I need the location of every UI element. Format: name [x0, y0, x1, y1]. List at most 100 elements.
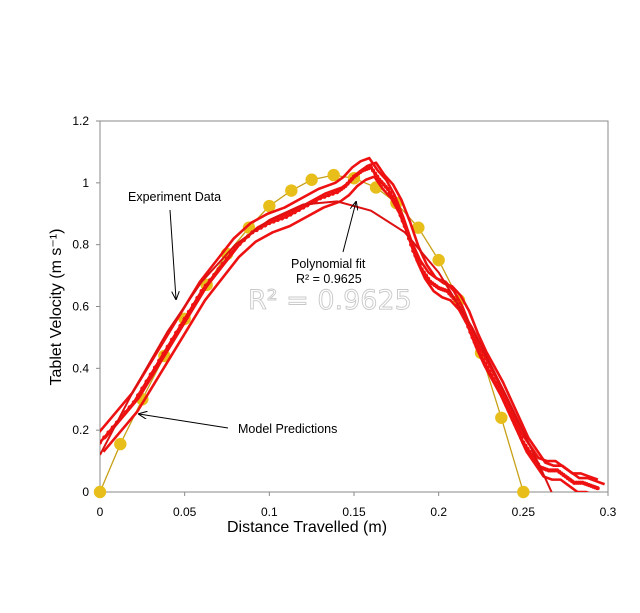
x-tick-label: 0 — [97, 505, 104, 519]
experiment-data-point — [409, 242, 414, 247]
experiment-data-point — [491, 377, 496, 382]
y-tick-label: 1 — [82, 176, 89, 190]
experiment-data-point — [301, 205, 306, 210]
experiment-data-point — [423, 273, 429, 278]
model-prediction-point — [263, 199, 276, 213]
experiment-data-point — [131, 400, 136, 405]
experiment-data-point — [216, 267, 221, 272]
experiment-data-point — [525, 446, 530, 451]
experiment-data-point — [169, 337, 175, 342]
experiment-data-point — [271, 219, 276, 224]
experiment-data-point — [519, 435, 524, 440]
experiment-data-point — [402, 224, 407, 229]
experiment-data-point — [288, 212, 293, 217]
polynomial-fit-r-squared: R² = 0.9625 — [296, 272, 362, 286]
experiment-data-point — [203, 283, 208, 288]
experiment-data-point — [279, 216, 285, 221]
model-prediction-point — [517, 485, 530, 499]
experiment-data-point — [425, 276, 431, 281]
experiment-data-line — [100, 156, 599, 481]
experiment-data-point — [191, 302, 196, 308]
experiment-data-point — [521, 440, 526, 445]
experiment-data-point — [497, 389, 503, 394]
experiment-data-point — [400, 218, 405, 223]
experiment-data-point — [207, 278, 213, 283]
x-axis-title: Distance Travelled (m) — [227, 519, 387, 536]
experiment-data-point — [195, 295, 200, 301]
experiment-data-point — [368, 165, 374, 170]
x-tick-label: 0.05 — [173, 505, 197, 519]
experiment-data-point — [495, 384, 501, 389]
experiment-data-point — [102, 435, 107, 440]
model-prediction-point — [285, 184, 298, 197]
experiment-data-point — [517, 431, 522, 436]
model-predictions-arrow — [139, 414, 229, 429]
experiment-data-point — [326, 193, 331, 198]
experiment-data-point — [157, 358, 162, 363]
x-axis-ticks: 0 0.05 0.1 0.15 0.2 0.25 0.3 — [97, 492, 617, 519]
experiment-data-point — [144, 379, 149, 384]
polynomial-fit-group — [100, 200, 553, 492]
experiment-data-point — [229, 251, 234, 256]
experiment-data-point — [504, 403, 509, 408]
model-prediction-point — [495, 411, 508, 424]
polynomial-fit-annotation: Polynomial fit — [291, 257, 366, 271]
experiment-data-point — [161, 351, 166, 356]
experiment-data-point — [398, 213, 403, 218]
experiment-data-point — [413, 253, 418, 258]
experiment-data-point — [199, 288, 204, 294]
model-prediction-point — [327, 168, 340, 182]
x-tick-label: 0.15 — [342, 505, 366, 519]
r-squared-ghost-label: R² = 0.9625 — [248, 285, 412, 316]
experiment-data-point — [514, 426, 520, 431]
experiment-data-point — [527, 449, 532, 454]
experiment-data-point — [481, 357, 486, 362]
experiment-data-point — [419, 267, 424, 272]
experiment-data-point — [152, 365, 158, 370]
experiment-data-point — [415, 258, 420, 263]
y-tick-label: 0.4 — [72, 361, 89, 375]
experiment-data-point — [224, 256, 230, 261]
experiment-data-point — [411, 248, 416, 253]
model-prediction-point — [412, 221, 425, 234]
experiment-data-point — [506, 407, 511, 413]
experiment-data-point — [284, 214, 289, 219]
experiment-data-point — [100, 440, 103, 445]
polynomial-fit-arrow — [342, 202, 356, 253]
experiment-data-point — [390, 194, 395, 199]
experiment-data-point — [508, 412, 513, 417]
experiment-data-point — [373, 171, 378, 176]
experiment-data-point — [394, 202, 399, 207]
model-predictions-annotation: Model Predictions — [238, 422, 337, 436]
experiment-data-point — [322, 194, 327, 199]
model-prediction-point — [93, 485, 107, 499]
y-tick-label: 1.2 — [72, 114, 89, 128]
model-prediction-point — [432, 253, 445, 267]
experiment-data-point — [392, 198, 397, 203]
experiment-data-point — [487, 369, 492, 374]
experiment-data-point — [483, 361, 488, 366]
experiment-data-point — [502, 398, 507, 403]
experiment-data-point — [510, 417, 515, 422]
experiment-data-point — [468, 329, 473, 335]
experiment-data-point — [292, 210, 297, 215]
experiment-data-point — [330, 191, 335, 196]
experiment-data-point — [267, 220, 272, 226]
y-axis-title: Tablet Velocity (m s⁻¹) — [48, 229, 65, 386]
experiment-data-point — [186, 309, 191, 315]
experiment-data-point — [182, 316, 187, 321]
y-tick-label: 0.2 — [72, 423, 89, 437]
experiment-data-point — [493, 380, 498, 386]
experiment-data-point — [396, 207, 401, 212]
experiment-data-point — [220, 261, 225, 267]
series-layer — [93, 156, 606, 499]
experiment-data-point — [474, 344, 479, 349]
experiment-data-point — [387, 190, 393, 195]
model-prediction-point — [305, 173, 318, 186]
experiment-data-point — [136, 393, 141, 398]
x-tick-label: 0.3 — [600, 505, 617, 519]
y-axis-ticks: 0 0.2 0.4 0.6 0.8 1 1.2 — [72, 114, 100, 499]
experiment-data-point — [148, 372, 153, 377]
